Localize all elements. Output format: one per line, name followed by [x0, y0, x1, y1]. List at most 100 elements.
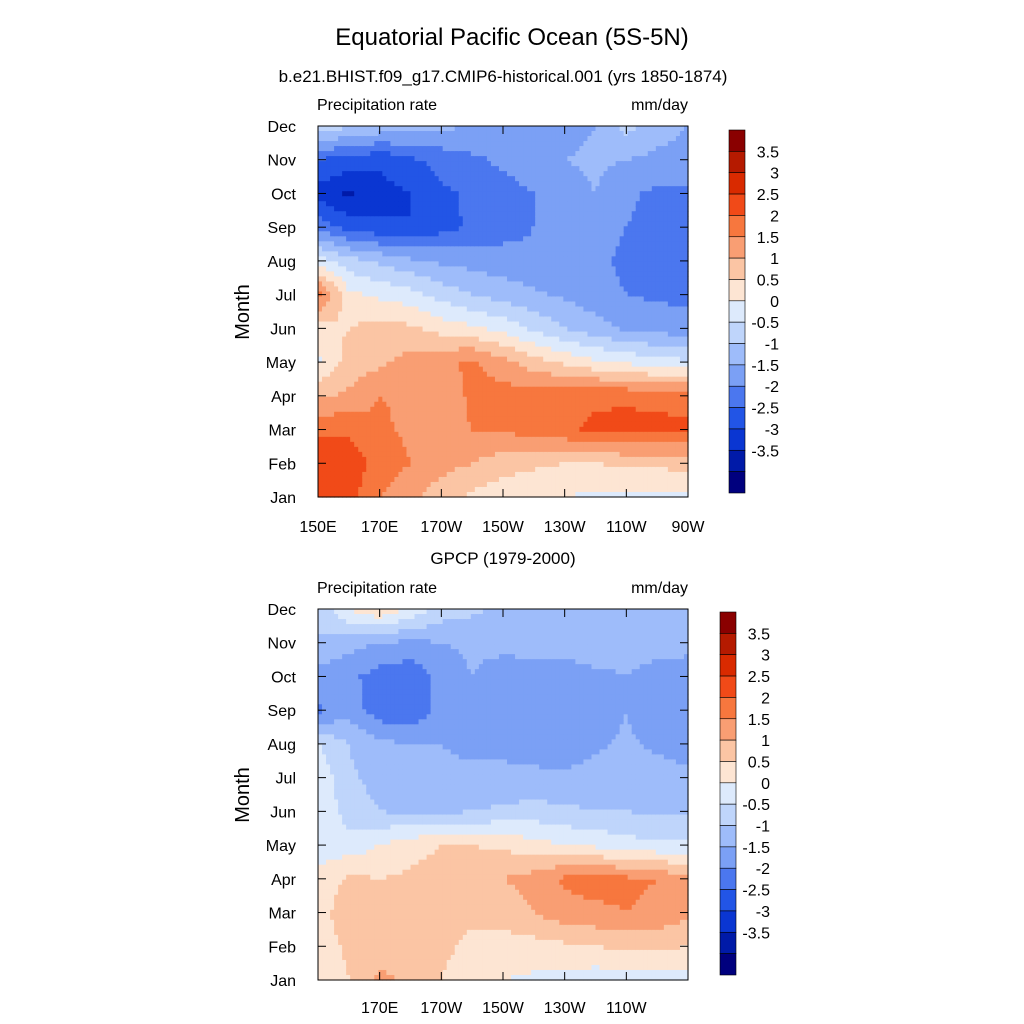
contour-cell	[498, 476, 504, 483]
contour-cell	[442, 276, 448, 283]
contour-cell	[398, 386, 404, 393]
contour-cell	[474, 411, 480, 418]
contour-cell	[422, 306, 428, 313]
contour-cell	[482, 356, 488, 363]
contour-cell	[498, 351, 504, 358]
contour-cell	[503, 201, 508, 207]
contour-cell	[507, 261, 512, 267]
contour-cell	[358, 436, 363, 443]
contour-cell	[507, 211, 512, 217]
contour-cell	[547, 491, 552, 498]
contour-cell	[342, 491, 347, 498]
contour-cell	[523, 156, 528, 162]
contour-cell	[478, 461, 484, 468]
contour-cell	[446, 316, 452, 323]
contour-cell	[551, 366, 556, 373]
contour-cell	[434, 271, 440, 277]
contour-cell	[454, 366, 460, 373]
contour-cell	[507, 131, 512, 137]
contour-cell	[386, 481, 391, 488]
contour-cell	[450, 296, 456, 303]
contour-cell	[474, 136, 480, 142]
contour-cell	[535, 396, 540, 403]
contour-cell	[434, 231, 440, 237]
contour-cell	[422, 196, 428, 202]
contour-cell	[398, 141, 404, 147]
contour-cell	[374, 476, 379, 483]
contour-cell	[382, 266, 387, 272]
contour-cell	[535, 476, 540, 483]
contour-cell	[519, 136, 524, 142]
contour-cell	[458, 156, 464, 162]
contour-cell	[498, 361, 504, 368]
contour-cell	[398, 161, 404, 167]
contour-cell	[523, 256, 528, 262]
contour-cell	[470, 406, 476, 413]
contour-cell	[478, 351, 484, 358]
contour-cell	[543, 266, 548, 272]
contour-cell	[458, 131, 464, 137]
contour-cell	[551, 136, 556, 142]
contour-cell	[466, 241, 472, 247]
contour-cell	[438, 141, 444, 147]
contour-cell	[519, 281, 524, 288]
contour-cell	[486, 176, 492, 182]
contour-cell	[515, 421, 520, 428]
contour-cell	[458, 296, 464, 303]
contour-cell	[394, 126, 400, 132]
contour-cell	[378, 376, 383, 383]
contour-cell	[559, 446, 564, 453]
contour-cell	[370, 366, 375, 373]
contour-cell	[370, 341, 375, 348]
contour-cell	[567, 211, 572, 217]
contour-cell	[414, 226, 420, 232]
contour-cell	[486, 236, 492, 242]
contour-cell	[342, 281, 347, 288]
contour-cell	[338, 206, 343, 212]
contour-cell	[571, 301, 576, 308]
contour-cell	[523, 266, 528, 272]
contour-cell	[318, 481, 323, 488]
contour-cell	[402, 331, 408, 338]
contour-cell	[318, 196, 323, 202]
contour-cell	[358, 356, 363, 363]
contour-cell	[547, 141, 552, 147]
contour-cell	[342, 221, 347, 227]
contour-cell	[358, 261, 363, 267]
contour-cell	[378, 471, 383, 478]
contour-cell	[474, 186, 480, 192]
contour-cell	[446, 341, 452, 348]
contour-cell	[410, 311, 416, 318]
contour-cell	[547, 191, 552, 197]
contour-cell	[450, 271, 456, 277]
contour-cell	[527, 211, 532, 217]
contour-cell	[354, 326, 359, 333]
contour-cell	[346, 356, 351, 363]
contour-cell	[366, 446, 371, 453]
contour-cell	[358, 341, 363, 348]
contour-cell	[422, 146, 428, 152]
contour-cell	[523, 216, 528, 222]
contour-cell	[515, 166, 520, 172]
contour-cell	[378, 306, 383, 313]
contour-cell	[354, 336, 359, 343]
contour-cell	[490, 241, 496, 247]
contour-cell	[390, 391, 396, 398]
contour-cell	[394, 191, 400, 197]
contour-cell	[354, 471, 359, 478]
contour-cell	[418, 231, 424, 237]
contour-cell	[350, 186, 355, 192]
contour-cell	[494, 411, 500, 418]
contour-cell	[486, 351, 492, 358]
contour-cell	[543, 431, 548, 438]
contour-cell	[370, 431, 375, 438]
contour-cell	[535, 416, 540, 423]
contour-cell	[326, 136, 331, 142]
contour-cell	[446, 131, 452, 137]
contour-cell	[543, 416, 548, 423]
contour-cell	[422, 491, 428, 498]
contour-cell	[523, 271, 528, 277]
contour-cell	[354, 251, 359, 257]
contour-cell	[547, 431, 552, 438]
contour-cell	[466, 376, 472, 383]
